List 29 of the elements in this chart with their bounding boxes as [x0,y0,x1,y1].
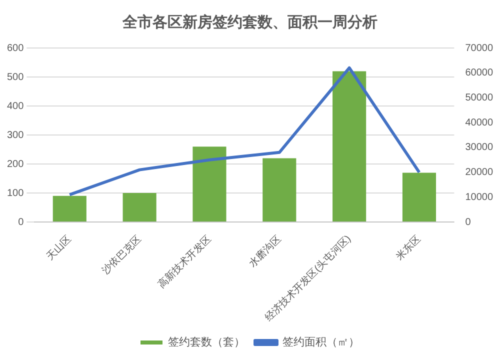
bar [332,71,366,222]
x-tick-label: 高新技术开发区 [156,232,214,291]
chart-title: 全市各区新房签约套数、面积一周分析 [122,13,378,32]
x-tick-label: 沙依巴克区 [100,232,144,277]
y-tick-label: 400 [6,100,24,112]
y-tick-label: 200 [6,158,24,170]
y2-tick-label: 0 [465,216,472,228]
x-tick-label: 天山区 [44,232,74,263]
y-tick-label: 600 [6,42,24,54]
bar [402,172,436,222]
y2-tick-label: 60000 [465,68,494,79]
y2-tick-label: 70000 [465,42,494,54]
legend-label: 签约套数（套） [168,336,245,349]
x-tick-label: 米东区 [394,232,424,263]
x-tick-label: 水磨沟区 [246,232,284,270]
y2-tick-label: 30000 [465,142,494,154]
y2-tick-label: 40000 [465,117,494,128]
legend-label: 签约面积（㎡） [282,336,360,349]
y-tick-label: 500 [6,72,24,83]
y2-tick-label: 10000 [465,192,494,203]
bar [52,196,86,222]
bar [192,146,226,222]
y-tick-label: 100 [6,188,24,199]
bar [262,158,296,222]
y2-tick-label: 50000 [465,92,494,104]
y-tick-label: 0 [18,216,24,228]
y2-tick-label: 20000 [465,167,494,178]
y-tick-label: 300 [6,130,24,141]
bar [122,193,156,222]
